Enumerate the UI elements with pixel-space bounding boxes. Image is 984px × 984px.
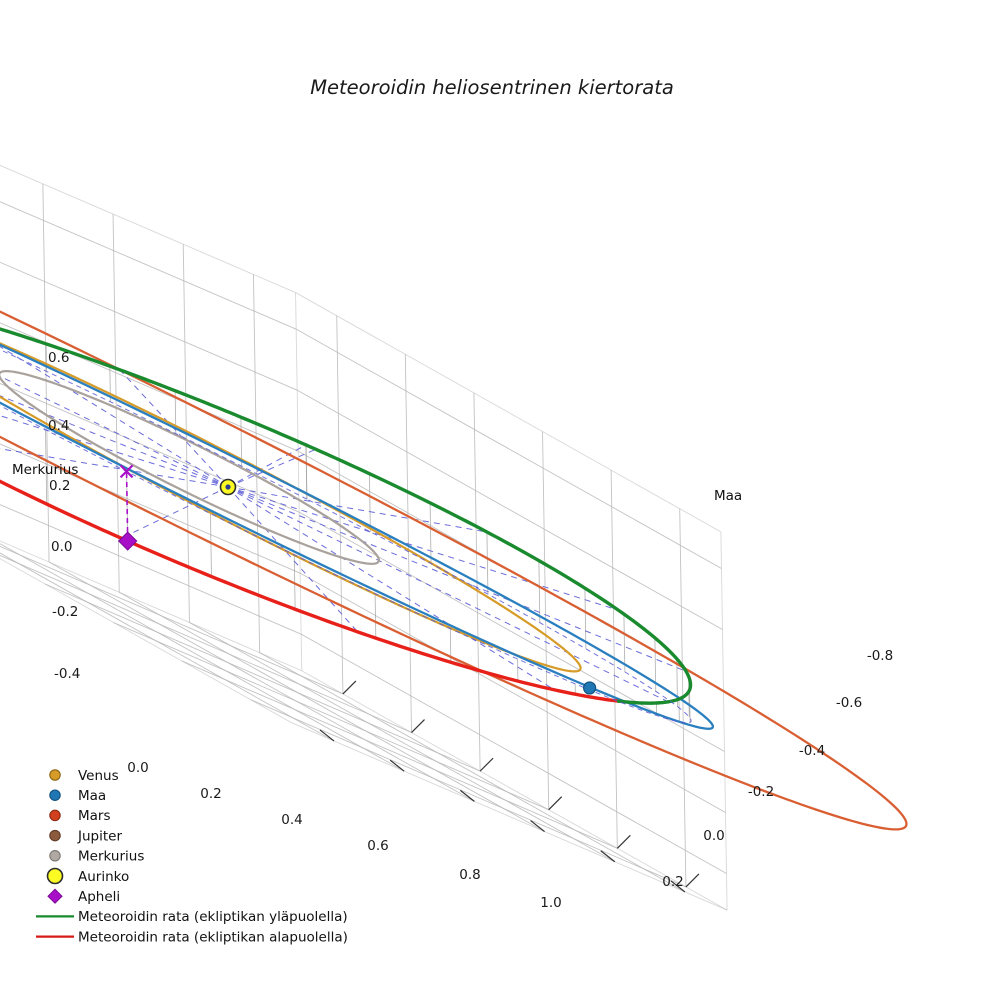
x-tick-label: 1.0 [540,895,561,911]
x-tick-label: 0.4 [281,812,302,828]
legend-item-label[interactable]: Venus [78,768,119,784]
mercury-label: Merkurius [12,462,78,478]
z-tick-label: 0.0 [51,539,72,555]
y-tick-label: 0.2 [662,874,683,890]
y-tick [530,820,545,833]
z-tick-label: -0.2 [52,604,78,620]
z-tick-label: 0.4 [48,418,69,434]
legend-marker-swatch [49,850,61,862]
aphelion-projection-x-icon [119,464,134,479]
sun-radial-line [227,486,619,611]
venus-orbit [0,342,582,673]
drop-line [240,417,243,467]
z-tick-label: -0.4 [54,666,80,682]
aphelion-drop-line [125,471,129,542]
meteoroid-above-ecliptic [0,327,308,447]
x-tick [548,796,563,811]
drop-line [210,513,212,577]
sun-core-icon [225,484,231,490]
y-tick [670,880,686,893]
mercury-orbit [0,370,381,565]
legend-diamond-swatch [47,888,63,904]
drop-line [369,473,371,532]
page-title: Meteoroidin heliosentrinen kiertorata [310,76,674,99]
axis-ticks [319,680,700,893]
y-tick-label: 0.0 [703,828,724,844]
sun-radial-line [121,486,229,539]
drop-line [45,429,48,505]
y-tick [600,850,616,863]
axes-panes [0,165,728,911]
x-tick-label: 0.2 [200,786,221,802]
drop-line [429,502,432,564]
legend-item-label[interactable]: Mars [78,808,111,824]
legend-item-label[interactable]: Meteoroidin rata (ekliptikan yläpuolella… [78,909,348,925]
y-tick [459,789,475,802]
legend-marker-swatch [49,789,61,801]
drop-line [486,531,489,595]
x-tick-label: 0.0 [127,760,148,776]
drop-line [623,614,626,672]
y-tick-label: -0.6 [836,695,862,711]
z-tick-label: 0.2 [49,478,70,494]
mars-orbit [0,310,908,831]
point-annotations: Maa Merkurius [12,462,742,504]
drop-line [305,444,308,500]
legend-marker-swatch [46,867,64,885]
earth-orbit [0,343,715,730]
legend-item-label[interactable]: Merkurius [78,849,144,865]
sun-radial-line [0,415,229,488]
sun-radial-line [0,375,229,488]
z-tick-label: 0.6 [48,350,69,366]
sun-radial-line [227,448,317,488]
drop-line [584,588,587,649]
sun-radial-line [227,486,669,703]
legend-marker-swatch [49,769,61,781]
x-tick [685,873,700,888]
y-tick-label: -0.4 [799,743,825,759]
y-tick-label: -0.8 [867,648,893,664]
x-tick-label: 0.6 [367,838,388,854]
axis-tick-labels: 0.0 0.2 0.4 0.6 0.8 1.0 0.2 0.0 -0.2 -0.4 -0.6 -0.8… [48,350,893,911]
body-markers [117,464,597,695]
legend-item-label[interactable]: Jupiter [77,828,122,844]
legend-item-label[interactable]: Apheli [78,889,120,905]
legend-item-label[interactable]: Aurinko [78,869,129,885]
meteoroid-above-ecliptic [304,443,693,705]
x-tick-label: 0.8 [459,867,480,883]
legend-item-label[interactable]: Maa [78,788,106,804]
x-tick [616,834,631,849]
drop-line [688,676,690,718]
sun-radial-line [0,345,229,488]
earth-label: Maa [714,488,742,504]
x-tick [479,757,494,772]
legend-marker-swatch [49,829,61,842]
earth-marker[interactable] [583,681,597,695]
aphelion-marker[interactable] [117,531,138,551]
y-tick-label: -0.2 [748,784,774,800]
drop-line [374,593,377,639]
legend-item-label[interactable]: Meteoroidin rata (ekliptikan alapuolella… [78,929,348,945]
x-tick [342,680,357,695]
legend-marker-swatch [49,809,61,822]
sun-radial-line [227,444,307,488]
y-tick [389,759,405,772]
y-tick [319,729,335,742]
planet-orbits [0,310,908,831]
meteoroid-below-ecliptic [0,479,621,703]
x-tick [411,719,425,733]
drop-line [293,554,296,610]
legend: Venus Maa Mars Jupiter Merkurius Aurinko Aphel… [36,768,348,945]
sun-radial-line [227,486,555,691]
